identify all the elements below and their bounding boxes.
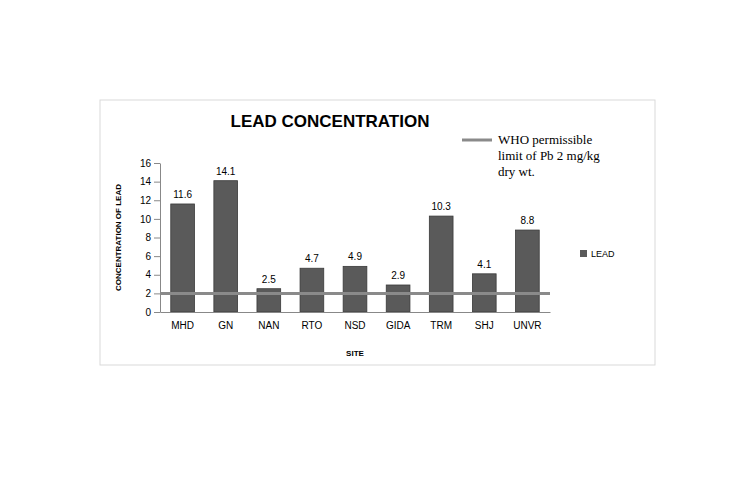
y-tick-label: 10 [140,214,152,225]
y-tick-label: 2 [145,288,151,299]
y-tick: 0 [145,307,160,318]
x-tick-label: NAN [258,320,279,331]
y-tick-mark [154,163,160,164]
y-tick-mark [154,219,160,220]
y-tick-label: 6 [145,251,151,262]
reference-legend-line: limit of Pb 2 mg/kg [498,148,600,163]
y-tick: 10 [140,214,160,225]
y-tick-label: 12 [140,195,152,206]
chart: 0 2 4 6 8 10 12 14 16 MHD GN NAN RTO NSD GIDA TRM SHJ UNV… [0,0,750,499]
y-tick-mark [154,256,160,257]
y-tick-label: 16 [140,158,152,169]
y-tick: 6 [145,251,160,262]
reference-legend-swatch [462,139,492,142]
x-tick: SHJ [475,312,494,331]
data-label: 2.5 [262,274,276,285]
y-tick-label: 0 [145,307,151,318]
y-tick-mark [154,312,160,313]
bar [343,266,367,312]
x-tick: NAN [258,312,279,331]
bar [386,285,410,312]
y-tick: 4 [145,269,160,280]
reference-legend-line: WHO permissible [498,132,592,147]
y-axis-line [160,164,161,313]
bar [300,268,324,312]
reference-legend-line: dry wt. [498,164,535,179]
x-tick: GN [218,312,233,331]
data-label: 2.9 [391,270,405,281]
data-label: 8.8 [520,215,534,226]
y-tick: 12 [140,195,160,206]
x-tick: MHD [171,312,194,331]
y-tick-label: 14 [140,176,152,187]
x-tick-label: RTO [302,320,323,331]
data-label: 14.1 [216,166,236,177]
x-tick: UNVR [513,312,541,331]
y-tick: 14 [140,176,160,187]
data-label: 4.1 [477,259,491,270]
bars [160,181,550,312]
x-tick: RTO [302,312,323,331]
x-tick: GIDA [386,312,411,331]
y-tick: 16 [140,158,160,169]
x-tick-label: SHJ [475,320,494,331]
reference-line [160,292,550,295]
data-label: 10.3 [431,201,451,212]
legend-swatch [580,250,587,257]
bar [516,230,540,312]
bar [429,216,453,312]
x-axis-line [161,312,551,313]
y-tick-mark [154,238,160,239]
legend: LEAD [580,249,615,259]
x-tick: NSD [344,312,365,331]
reference-legend-label: WHO permissiblelimit of Pb 2 mg/kgdry wt… [498,132,600,179]
x-tick: TRM [430,312,452,331]
data-label: 4.9 [348,251,362,262]
y-tick: 2 [145,288,160,299]
data-labels: 11.6 14.1 2.5 4.7 4.9 2.9 10.3 4.1 8.8 [173,166,535,285]
x-tick-label: GN [218,320,233,331]
x-axis-title: SITE [346,349,364,358]
y-tick-mark [154,293,160,294]
data-label: 4.7 [305,253,319,264]
title: LEAD CONCENTRATION [231,112,430,131]
chart-frame [100,100,655,365]
x-tick-label: MHD [171,320,194,331]
x-tick-label: GIDA [386,320,411,331]
y-tick-label: 8 [145,232,151,243]
x-tick-label: NSD [344,320,365,331]
y-axis: 0 2 4 6 8 10 12 14 16 [140,158,161,318]
y-tick-mark [154,200,160,201]
y-tick-mark [154,182,160,183]
reference-legend: WHO permissiblelimit of Pb 2 mg/kgdry wt… [462,132,600,179]
y-axis-title: CONCENTRATION OF LEAD [114,184,123,291]
bar [171,204,195,312]
y-tick-label: 4 [145,269,151,280]
legend-label: LEAD [591,249,615,259]
y-tick-mark [154,275,160,276]
x-tick-label: TRM [430,320,452,331]
data-label: 11.6 [173,189,192,200]
x-axis: MHD GN NAN RTO NSD GIDA TRM SHJ UNVR [161,312,551,331]
y-tick: 8 [145,232,160,243]
x-tick-label: UNVR [513,320,541,331]
